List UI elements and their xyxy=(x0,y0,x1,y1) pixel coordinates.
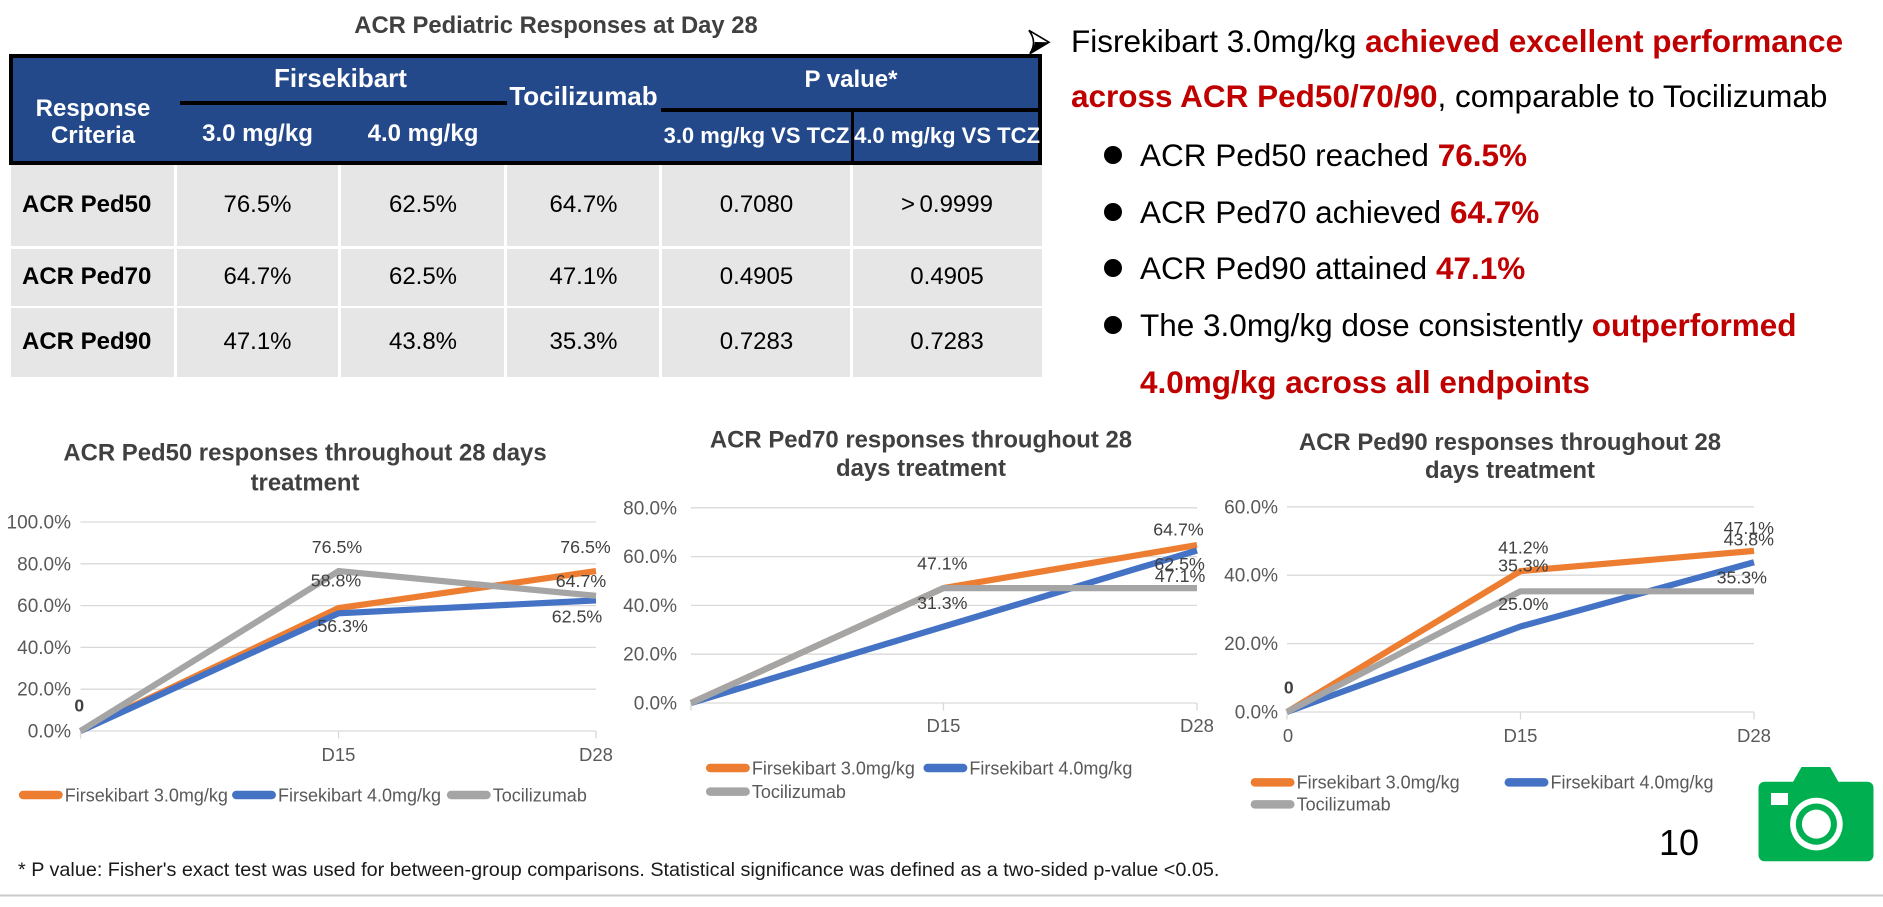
svg-text:64.7%: 64.7% xyxy=(1153,519,1204,539)
svg-text:76.5%: 76.5% xyxy=(560,537,611,557)
svg-text:Tocilizumab: Tocilizumab xyxy=(752,782,846,802)
svg-text:25.0%: 25.0% xyxy=(1498,594,1549,614)
svg-text:0.0%: 0.0% xyxy=(634,694,677,715)
svg-text:D15: D15 xyxy=(322,744,356,765)
svg-text:ACR Ped90 responses throughout: ACR Ped90 responses throughout 28 xyxy=(1299,429,1721,456)
svg-text:62.5%: 62.5% xyxy=(552,606,603,626)
svg-text:40.0%: 40.0% xyxy=(1224,566,1278,587)
svg-text:47.1%: 47.1% xyxy=(1724,518,1775,538)
svg-text:ACR Ped50 responses throughout: ACR Ped50 responses throughout 28 days xyxy=(63,440,546,467)
svg-text:31.3%: 31.3% xyxy=(917,593,968,613)
svg-text:days treatment: days treatment xyxy=(836,455,1006,482)
svg-text:47.1%: 47.1% xyxy=(1155,566,1206,586)
svg-text:60.0%: 60.0% xyxy=(17,596,71,617)
svg-text:D28: D28 xyxy=(1180,715,1214,736)
svg-text:80.0%: 80.0% xyxy=(17,554,71,575)
svg-text:43.8%: 43.8% xyxy=(1724,530,1775,550)
svg-text:60.0%: 60.0% xyxy=(1224,497,1278,518)
svg-text:D15: D15 xyxy=(1504,725,1538,746)
svg-text:20.0%: 20.0% xyxy=(623,645,677,666)
svg-text:62.5%: 62.5% xyxy=(1154,554,1205,574)
svg-text:100.0%: 100.0% xyxy=(7,513,72,534)
svg-text:D15: D15 xyxy=(927,715,961,736)
svg-text:D28: D28 xyxy=(579,744,613,765)
svg-text:Tocilizumab: Tocilizumab xyxy=(1297,795,1391,815)
svg-text:0: 0 xyxy=(1283,725,1293,746)
svg-text:20.0%: 20.0% xyxy=(17,680,71,701)
svg-text:76.5%: 76.5% xyxy=(312,537,363,557)
svg-text:Firsekibart 3.0mg/kg: Firsekibart 3.0mg/kg xyxy=(65,785,228,805)
svg-text:47.1%: 47.1% xyxy=(917,554,968,574)
svg-text:0: 0 xyxy=(1284,677,1294,697)
svg-text:40.0%: 40.0% xyxy=(17,638,71,659)
svg-text:days treatment: days treatment xyxy=(1425,457,1595,484)
svg-text:41.2%: 41.2% xyxy=(1498,538,1549,558)
svg-text:Firsekibart 3.0mg/kg: Firsekibart 3.0mg/kg xyxy=(752,758,915,778)
svg-text:Firsekibart 4.0mg/kg: Firsekibart 4.0mg/kg xyxy=(1551,773,1714,793)
svg-text:0.0%: 0.0% xyxy=(1235,703,1278,724)
svg-text:treatment: treatment xyxy=(251,469,360,496)
svg-text:D28: D28 xyxy=(1737,725,1771,746)
svg-text:ACR Ped70 responses throughout: ACR Ped70 responses throughout 28 xyxy=(710,426,1132,453)
svg-text:60.0%: 60.0% xyxy=(623,547,677,568)
svg-text:0.0%: 0.0% xyxy=(28,722,71,743)
svg-text:Firsekibart 4.0mg/kg: Firsekibart 4.0mg/kg xyxy=(278,785,441,805)
svg-text:Tocilizumab: Tocilizumab xyxy=(493,785,587,805)
svg-text:64.7%: 64.7% xyxy=(556,571,607,591)
svg-text:40.0%: 40.0% xyxy=(623,596,677,617)
svg-text:35.3%: 35.3% xyxy=(1717,567,1768,587)
svg-text:Firsekibart 3.0mg/kg: Firsekibart 3.0mg/kg xyxy=(1297,773,1460,793)
svg-text:20.0%: 20.0% xyxy=(1224,634,1278,655)
svg-text:58.8%: 58.8% xyxy=(311,570,362,590)
svg-text:0: 0 xyxy=(74,696,84,716)
svg-text:80.0%: 80.0% xyxy=(623,498,677,519)
svg-text:56.3%: 56.3% xyxy=(317,616,368,636)
svg-text:35.3%: 35.3% xyxy=(1498,556,1549,576)
svg-text:Firsekibart 4.0mg/kg: Firsekibart 4.0mg/kg xyxy=(969,758,1132,778)
